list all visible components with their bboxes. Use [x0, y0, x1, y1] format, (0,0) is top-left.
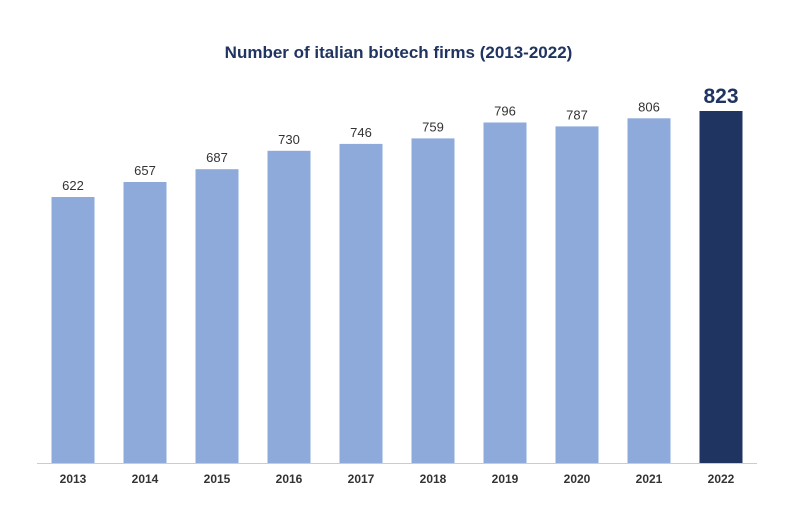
x-tick-label-2016: 2016 — [276, 472, 303, 486]
data-label-2013: 622 — [62, 178, 84, 193]
x-tick-label-2022: 2022 — [708, 472, 735, 486]
x-tick-label-2013: 2013 — [60, 472, 87, 486]
chart-title: Number of italian biotech firms (2013-20… — [224, 43, 573, 62]
x-tick-label-2017: 2017 — [348, 472, 375, 486]
x-tick-label-2015: 2015 — [204, 472, 231, 486]
bar-2019 — [483, 122, 527, 463]
data-label-2014: 657 — [134, 163, 156, 178]
x-tick-labels-group: 2013 2014 2015 2016 2017 2018 2019 2020 2021 2022 — [60, 472, 735, 486]
bar-2014 — [123, 182, 167, 463]
bar-2013 — [51, 197, 95, 463]
data-label-2015: 687 — [206, 150, 228, 165]
bar-2017 — [339, 143, 383, 463]
bar-2015 — [195, 169, 239, 463]
data-label-2020: 787 — [566, 107, 588, 122]
bar-2020 — [555, 126, 599, 464]
data-label-2018: 759 — [422, 119, 444, 134]
bar-2021 — [627, 118, 671, 464]
data-label-2017: 746 — [350, 125, 372, 140]
bar-2022 — [699, 111, 743, 463]
bar-2018 — [411, 138, 455, 463]
data-label-2021: 806 — [638, 99, 660, 114]
x-tick-label-2020: 2020 — [564, 472, 591, 486]
value-labels-group: 622 657 687 730 746 759 796 787 806 823 — [62, 85, 738, 193]
bars-group — [51, 111, 743, 464]
data-label-2019: 796 — [494, 104, 516, 119]
x-tick-label-2018: 2018 — [420, 472, 447, 486]
x-tick-label-2014: 2014 — [132, 472, 159, 486]
bar-2016 — [267, 150, 311, 464]
data-label-2016: 730 — [278, 132, 300, 147]
data-label-2022: 823 — [703, 85, 738, 108]
x-tick-label-2021: 2021 — [636, 472, 663, 486]
x-tick-label-2019: 2019 — [492, 472, 519, 486]
